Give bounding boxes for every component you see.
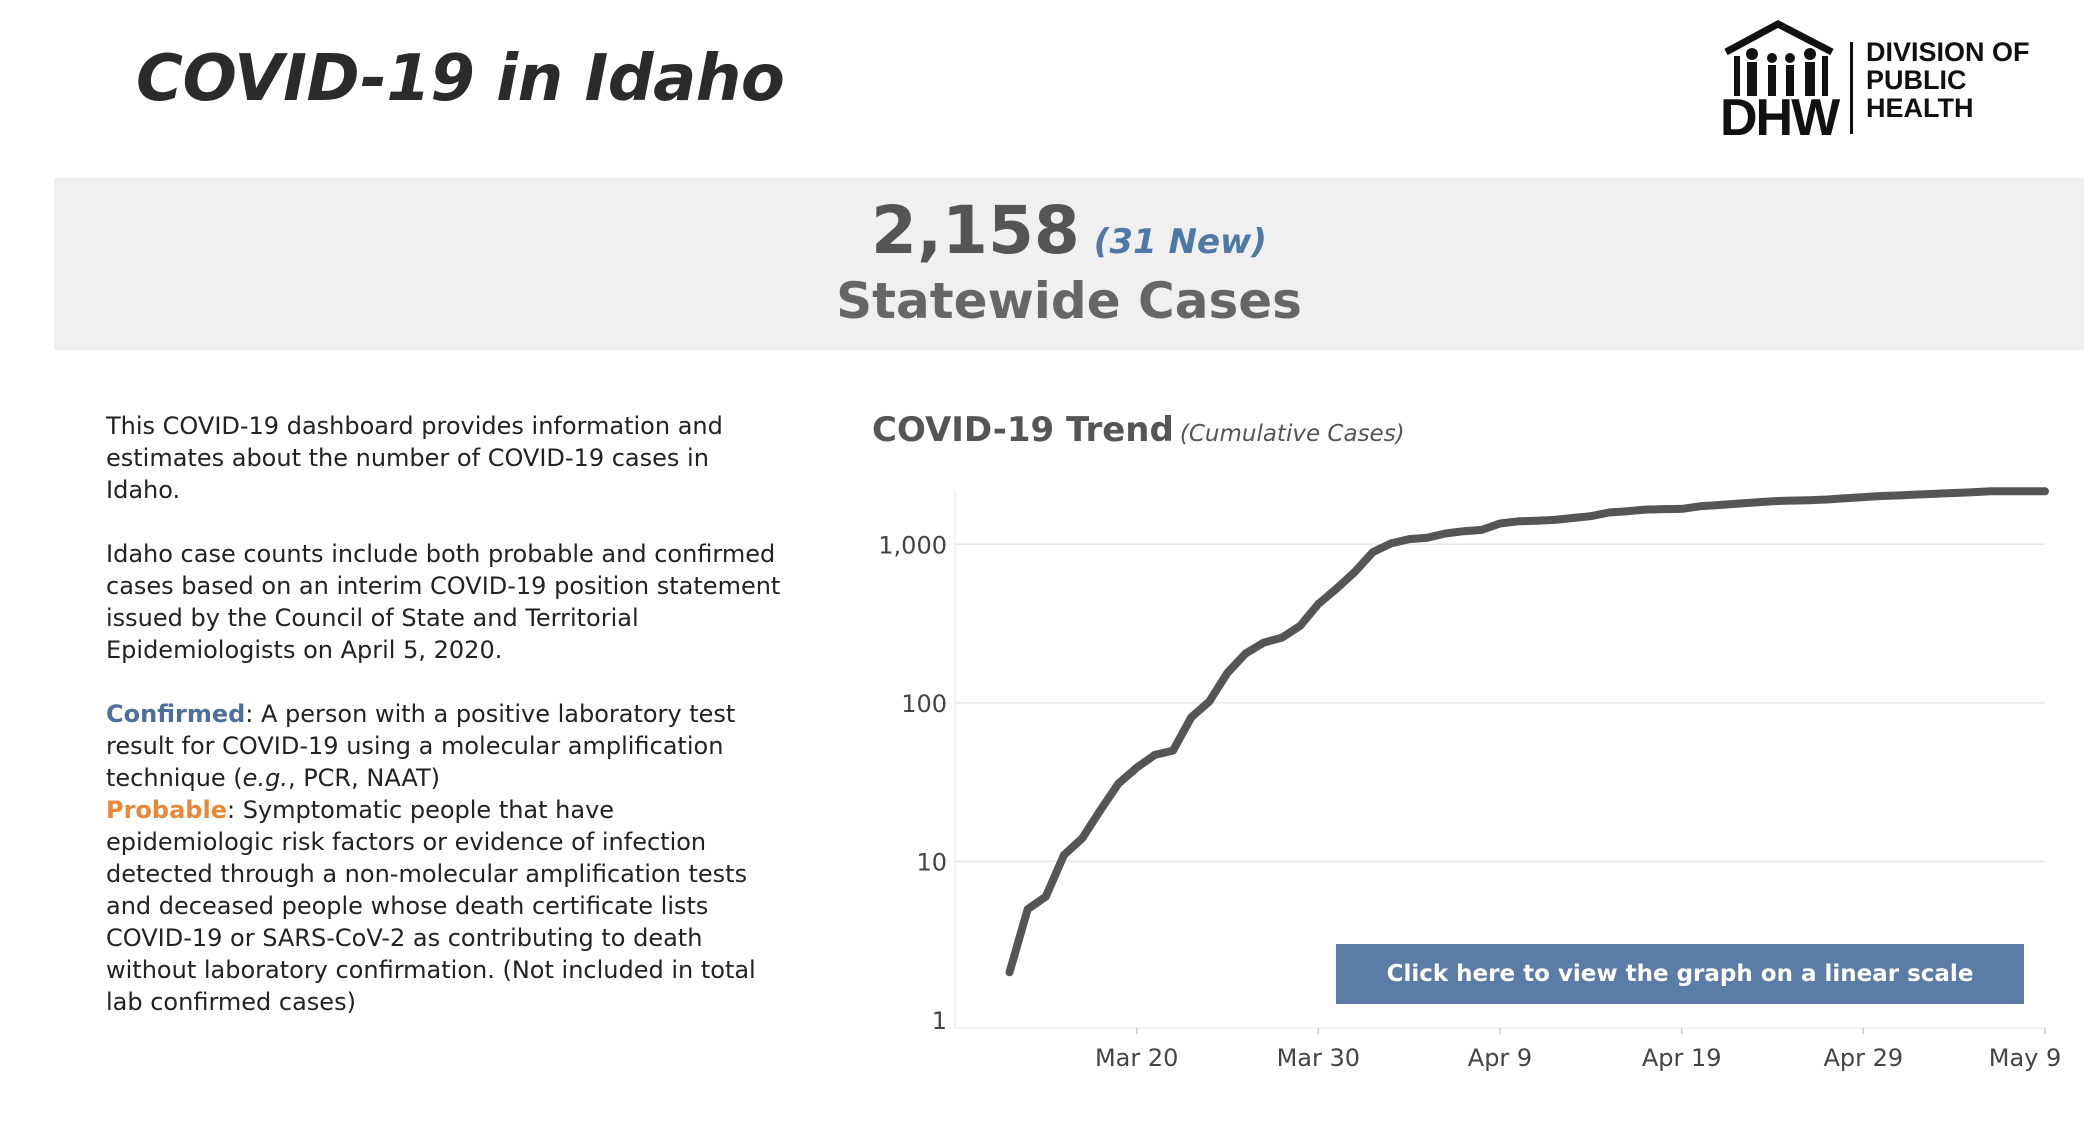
info-paragraph: This COVID-19 dashboard provides informa… xyxy=(106,412,723,504)
confirmed-definition-text: : A person with a positive laboratory te… xyxy=(106,700,736,792)
y-tick-label: 1 xyxy=(932,1007,947,1035)
linear-scale-button[interactable]: Click here to view the graph on a linear… xyxy=(1336,944,2024,1004)
logo-line: HEALTH xyxy=(1866,93,1974,123)
summary-count-line: 2,158 (31 New) xyxy=(54,192,2084,269)
y-tick-label: 1,000 xyxy=(878,531,947,559)
x-tick-label: Mar 30 xyxy=(1277,1044,1360,1072)
x-tick-label: May 9 xyxy=(1989,1044,2062,1072)
logo-line: DIVISION OF xyxy=(1866,37,2030,67)
dhw-logo[interactable]: DHW DIVISION OF PUBLIC HEALTH xyxy=(1716,20,2036,144)
info-panel: This COVID-19 dashboard provides informa… xyxy=(106,410,786,1018)
chart-subtitle: (Cumulative Cases) xyxy=(1179,421,1405,447)
x-tick-label: Apr 9 xyxy=(1468,1044,1532,1072)
logo-line: PUBLIC xyxy=(1866,65,1967,95)
chart-title: COVID-19 Trend (Cumulative Cases) xyxy=(872,410,1405,450)
confirmed-term: Confirmed xyxy=(106,700,246,728)
new-case-count: (31 New) xyxy=(1093,222,1267,262)
statewide-case-count: 2,158 xyxy=(871,192,1080,269)
logo-divider xyxy=(1850,42,1853,134)
house-family-icon xyxy=(1724,20,1834,96)
probable-definition: Probable: Symptomatic people that have e… xyxy=(106,794,786,1018)
info-paragraph: Idaho case counts include both probable … xyxy=(106,540,781,664)
page-title: COVID-19 in Idaho xyxy=(136,42,785,116)
y-tick-label: 10 xyxy=(916,848,947,876)
y-tick-label: 100 xyxy=(901,690,947,718)
x-tick-label: Apr 19 xyxy=(1642,1044,1722,1072)
eg-text: e.g. xyxy=(242,764,288,792)
statewide-cases-label: Statewide Cases xyxy=(836,272,1302,330)
summary-banner: 2,158 (31 New) Statewide Cases xyxy=(54,178,2084,350)
x-tick-label: Mar 20 xyxy=(1095,1044,1178,1072)
confirmed-definition: Confirmed: A person with a positive labo… xyxy=(106,698,786,794)
probable-definition-text: : Symptomatic people that have epidemiol… xyxy=(106,796,756,1016)
logo-mark: DHW xyxy=(1720,89,1840,147)
cumulative-cases-line xyxy=(1005,487,2049,977)
confirmed-definition-text: , PCR, NAAT) xyxy=(287,764,440,792)
x-tick-label: Apr 29 xyxy=(1823,1044,1903,1072)
logo-division-text: DIVISION OF PUBLIC HEALTH xyxy=(1866,38,2030,122)
chart-title-text: COVID-19 Trend xyxy=(872,410,1174,450)
probable-term: Probable xyxy=(106,796,227,824)
